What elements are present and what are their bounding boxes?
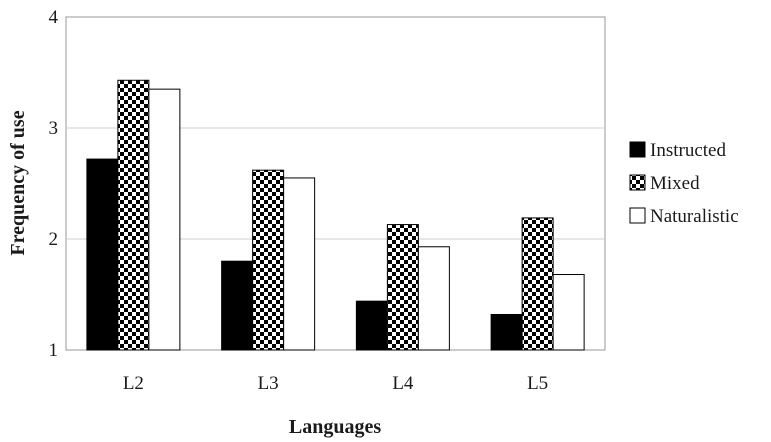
legend-swatch-mixed	[629, 174, 646, 191]
x-axis-title: Languages	[289, 416, 381, 438]
bar-naturalistic-l3	[283, 177, 316, 351]
bar-naturalistic-l4	[417, 246, 450, 351]
x-tick-label: L5	[527, 373, 548, 394]
y-tick-labels: 1 2 3 4	[49, 7, 59, 361]
legend-label-instructed: Instructed	[650, 140, 726, 161]
legend-swatch-naturalistic	[629, 207, 646, 224]
bar-instructed-l3	[221, 260, 254, 351]
bar-mixed-l3	[252, 169, 285, 351]
y-tick-label: 2	[49, 229, 59, 250]
x-tick-label: L4	[392, 373, 414, 394]
bar-mixed-l5	[521, 217, 554, 351]
legend: Instructed Mixed Naturalistic	[629, 140, 739, 227]
x-tick-label: L3	[258, 373, 279, 394]
bar-naturalistic-l5	[552, 274, 585, 351]
x-tick-labels: L2 L3 L4 L5	[123, 373, 548, 394]
y-axis-title: Frequency of use	[7, 110, 29, 255]
legend-label-mixed: Mixed	[650, 173, 700, 194]
bar-instructed-l5	[490, 313, 523, 351]
bar-naturalistic-l2	[148, 88, 181, 351]
y-tick-label: 4	[49, 7, 59, 28]
bar-mixed-l4	[386, 224, 419, 351]
legend-swatch-instructed	[629, 141, 646, 158]
bar-instructed-l4	[355, 300, 388, 351]
bar-mixed-l2	[117, 79, 150, 351]
y-tick-label: 1	[49, 340, 59, 361]
legend-label-naturalistic: Naturalistic	[650, 206, 739, 227]
bars-group	[86, 79, 585, 351]
y-tick-label: 3	[49, 118, 59, 139]
bar-instructed-l2	[86, 158, 119, 351]
x-tick-label: L2	[123, 373, 144, 394]
